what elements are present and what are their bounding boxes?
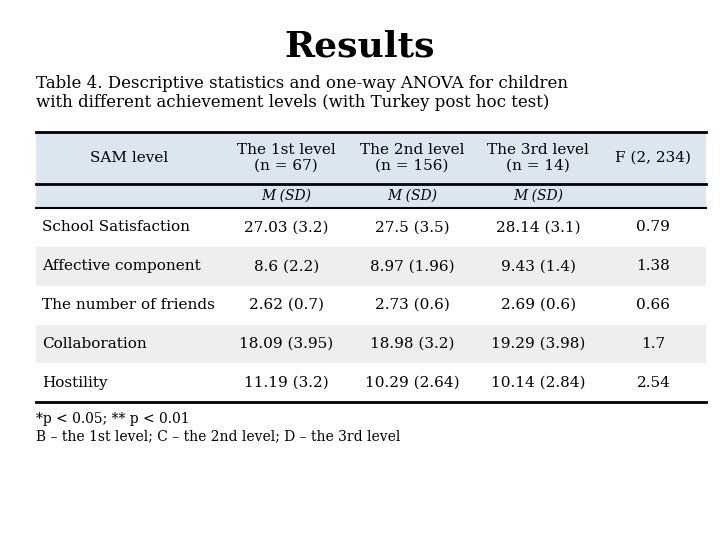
- Text: Hostility: Hostility: [42, 376, 107, 390]
- Text: School Satisfaction: School Satisfaction: [42, 220, 190, 234]
- Text: 18.98 (3.2): 18.98 (3.2): [370, 337, 454, 351]
- Text: 28.14 (3.1): 28.14 (3.1): [496, 220, 580, 234]
- Text: M (SD): M (SD): [387, 189, 437, 202]
- Text: 10.29 (2.64): 10.29 (2.64): [365, 376, 459, 390]
- Text: Collaboration: Collaboration: [42, 337, 146, 351]
- Text: 10.14 (2.84): 10.14 (2.84): [491, 376, 585, 390]
- Text: 18.09 (3.95): 18.09 (3.95): [239, 337, 333, 351]
- Text: 0.66: 0.66: [636, 298, 670, 312]
- Text: 19.29 (3.98): 19.29 (3.98): [491, 337, 585, 351]
- Text: *p < 0.05; ** p < 0.01: *p < 0.05; ** p < 0.01: [36, 412, 189, 426]
- Text: F (2, 234): F (2, 234): [616, 151, 691, 165]
- Text: Table 4. Descriptive statistics and one-way ANOVA for children
with different ac: Table 4. Descriptive statistics and one-…: [36, 75, 568, 111]
- Text: 8.6 (2.2): 8.6 (2.2): [253, 259, 319, 273]
- Text: The 3rd level
(n = 14): The 3rd level (n = 14): [487, 143, 589, 173]
- Text: 9.43 (1.4): 9.43 (1.4): [500, 259, 576, 273]
- Text: The number of friends: The number of friends: [42, 298, 215, 312]
- Text: 2.54: 2.54: [636, 376, 670, 390]
- Text: Affective component: Affective component: [42, 259, 200, 273]
- Text: 2.69 (0.6): 2.69 (0.6): [500, 298, 576, 312]
- Text: 1.7: 1.7: [642, 337, 665, 351]
- Text: 27.5 (3.5): 27.5 (3.5): [375, 220, 449, 234]
- Text: Results: Results: [284, 30, 436, 64]
- Text: SAM level: SAM level: [91, 151, 168, 165]
- Text: The 1st level
(n = 67): The 1st level (n = 67): [237, 143, 336, 173]
- Text: 11.19 (3.2): 11.19 (3.2): [244, 376, 328, 390]
- Text: M (SD): M (SD): [513, 189, 563, 202]
- Text: The 2nd level
(n = 156): The 2nd level (n = 156): [360, 143, 464, 173]
- Text: 2.62 (0.7): 2.62 (0.7): [248, 298, 324, 312]
- Text: M (SD): M (SD): [261, 189, 311, 202]
- Text: 0.79: 0.79: [636, 220, 670, 234]
- Text: 27.03 (3.2): 27.03 (3.2): [244, 220, 328, 234]
- Text: 1.38: 1.38: [636, 259, 670, 273]
- Text: 2.73 (0.6): 2.73 (0.6): [375, 298, 449, 312]
- Text: 8.97 (1.96): 8.97 (1.96): [370, 259, 454, 273]
- Text: B – the 1st level; C – the 2nd level; D – the 3rd level: B – the 1st level; C – the 2nd level; D …: [36, 429, 400, 443]
